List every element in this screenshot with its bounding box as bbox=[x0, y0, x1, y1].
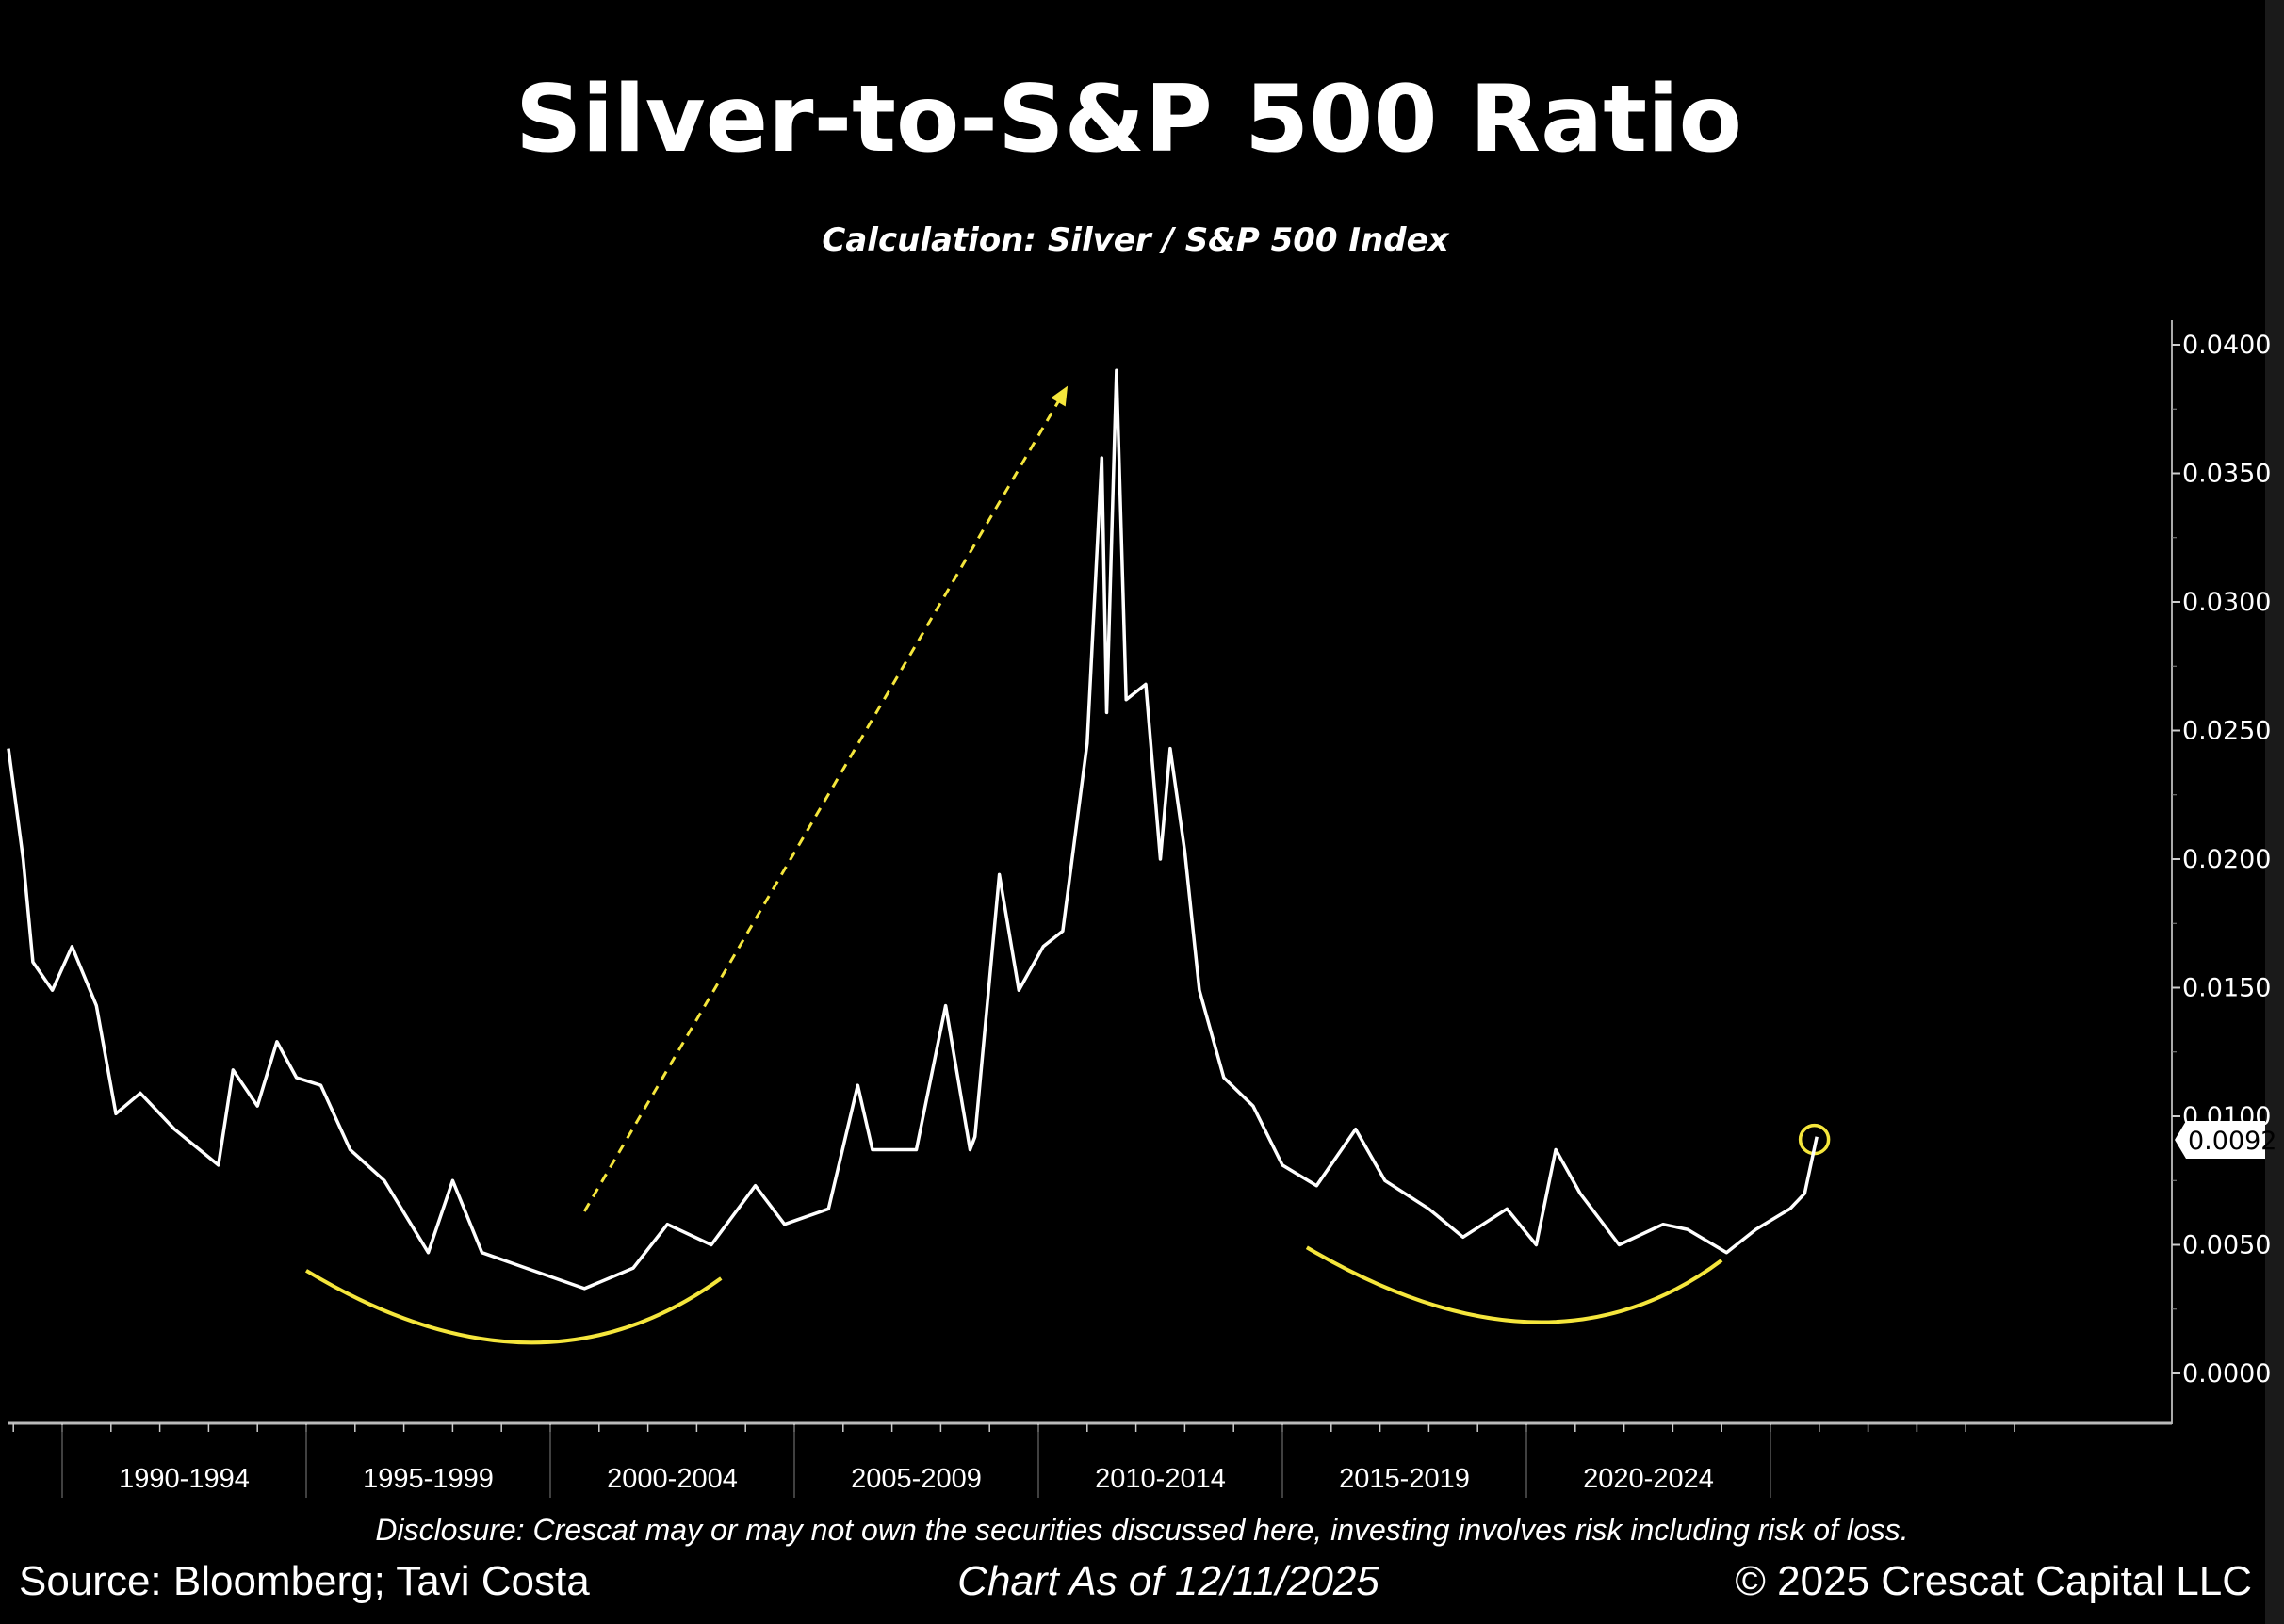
x-tick-label: 2020-2024 bbox=[1583, 1464, 1714, 1494]
y-tick-label: 0.0300 bbox=[2182, 588, 2271, 617]
series-line bbox=[7, 368, 1819, 1291]
trend-arrow-head bbox=[1051, 385, 1069, 407]
x-tick-label: 2005-2009 bbox=[851, 1464, 982, 1494]
annotations bbox=[304, 385, 1831, 1345]
y-tick-label: 0.0050 bbox=[2182, 1231, 2271, 1260]
last-value-box bbox=[2175, 1121, 2265, 1159]
last-value-label: 0.0092 bbox=[2175, 1121, 2276, 1159]
y-tick-label: 0.0400 bbox=[2182, 331, 2271, 360]
last-value-text: 0.0092 bbox=[2188, 1127, 2276, 1156]
axes: 0.00000.00500.01000.01500.02000.02500.03… bbox=[8, 320, 2271, 1498]
series-layer bbox=[7, 368, 1819, 1291]
as-of-date: Chart As of 12/11/2025 bbox=[957, 1558, 1379, 1604]
y-tick-label: 0.0250 bbox=[2182, 717, 2271, 746]
y-tick-label: 0.0000 bbox=[2182, 1359, 2271, 1389]
y-tick-label: 0.0200 bbox=[2182, 845, 2271, 874]
copyright-text: © 2025 Crescat Capital LLC bbox=[1736, 1558, 2252, 1604]
bottom-arc bbox=[1305, 1245, 1723, 1324]
x-tick-label: 1995-1999 bbox=[363, 1464, 494, 1494]
trend-arrow-line bbox=[582, 394, 1064, 1212]
y-tick-label: 0.0350 bbox=[2182, 460, 2271, 489]
right-edge-strip bbox=[2265, 0, 2284, 1624]
x-tick-label: 2000-2004 bbox=[607, 1464, 738, 1494]
x-tick-label: 2010-2014 bbox=[1095, 1464, 1226, 1494]
source-text: Source: Bloomberg; Tavi Costa bbox=[19, 1558, 590, 1604]
x-tick-label: 2015-2019 bbox=[1339, 1464, 1470, 1494]
x-tick-label: 1990-1994 bbox=[119, 1464, 250, 1494]
disclosure-text: Disclosure: Crescat may or may not own t… bbox=[375, 1513, 1908, 1547]
chart-title: Silver-to-S&P 500 Ratio bbox=[515, 66, 1742, 173]
chart-subtitle: Calculation: Silver / S&P 500 Index bbox=[822, 221, 1449, 259]
y-tick-label: 0.0150 bbox=[2182, 974, 2271, 1003]
bottom-arc bbox=[304, 1269, 723, 1345]
